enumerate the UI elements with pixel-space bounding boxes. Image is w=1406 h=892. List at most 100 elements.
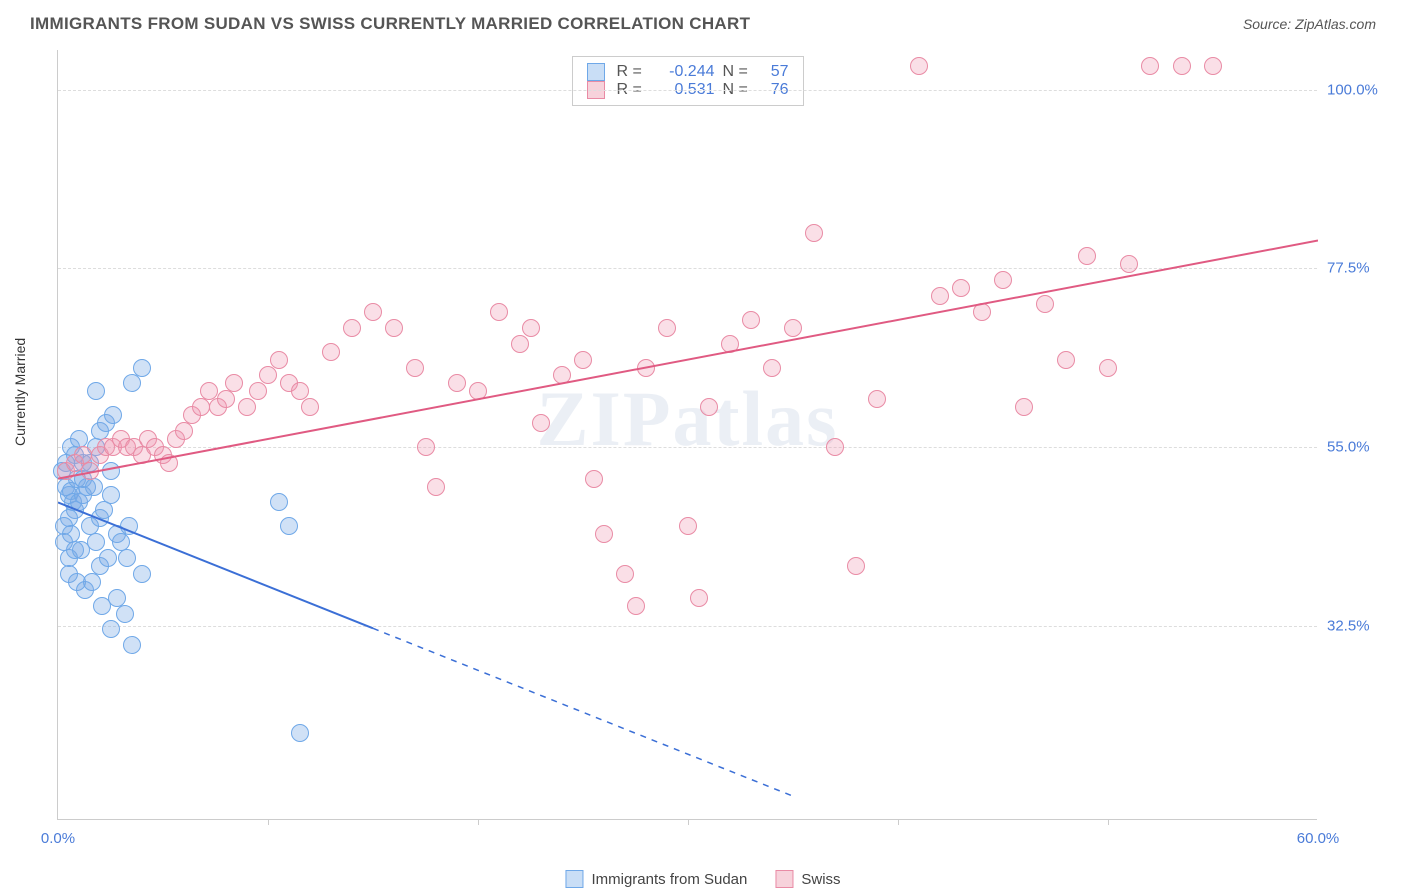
legend-N-label: N = — [723, 63, 751, 81]
data-point-swiss — [763, 359, 781, 377]
y-tick-label: 55.0% — [1327, 438, 1397, 455]
data-point-swiss — [343, 319, 361, 337]
data-point-swiss — [417, 438, 435, 456]
data-point-swiss — [1078, 247, 1096, 265]
legend-item-sudan: Immigrants from Sudan — [565, 870, 747, 888]
data-point-swiss — [448, 374, 466, 392]
data-point-swiss — [259, 366, 277, 384]
data-point-swiss — [742, 311, 760, 329]
legend-R-value-sudan: -0.244 — [655, 63, 715, 81]
legend-item-swiss: Swiss — [775, 870, 840, 888]
data-point-swiss — [910, 57, 928, 75]
data-point-sudan — [83, 573, 101, 591]
data-point-swiss — [406, 359, 424, 377]
data-point-swiss — [658, 319, 676, 337]
data-point-swiss — [595, 525, 613, 543]
data-point-swiss — [522, 319, 540, 337]
data-point-swiss — [217, 390, 235, 408]
data-point-swiss — [1120, 255, 1138, 273]
data-point-swiss — [427, 478, 445, 496]
data-point-sudan — [102, 620, 120, 638]
correlation-legend: R = -0.244 N = 57 R = 0.531 N = 76 — [572, 56, 804, 106]
data-point-swiss — [385, 319, 403, 337]
data-point-swiss — [868, 390, 886, 408]
legend-R-label: R = — [617, 63, 647, 81]
data-point-swiss — [291, 382, 309, 400]
data-point-sudan — [85, 478, 103, 496]
x-tick-mark — [688, 819, 689, 825]
data-point-swiss — [931, 287, 949, 305]
data-point-sudan — [102, 462, 120, 480]
data-point-swiss — [637, 359, 655, 377]
legend-swatch-swiss — [775, 870, 793, 888]
watermark-text: ZIPatlas — [536, 374, 838, 464]
data-point-swiss — [301, 398, 319, 416]
series-legend: Immigrants from Sudan Swiss — [565, 870, 840, 888]
y-tick-label: 77.5% — [1327, 260, 1397, 277]
data-point-sudan — [87, 382, 105, 400]
data-point-swiss — [249, 382, 267, 400]
data-point-swiss — [81, 462, 99, 480]
data-point-swiss — [1173, 57, 1191, 75]
trendlines — [58, 50, 1318, 820]
x-tick-label: 0.0% — [41, 830, 75, 847]
data-point-swiss — [585, 470, 603, 488]
data-point-swiss — [1036, 295, 1054, 313]
data-point-sudan — [87, 533, 105, 551]
y-axis-label: Currently Married — [12, 338, 28, 446]
trendline-swiss — [58, 241, 1318, 479]
data-point-sudan — [123, 636, 141, 654]
data-point-sudan — [133, 359, 151, 377]
data-point-swiss — [1204, 57, 1222, 75]
scatter-chart: ZIPatlas R = -0.244 N = 57 R = 0.531 N =… — [57, 50, 1317, 820]
data-point-swiss — [270, 351, 288, 369]
data-point-swiss — [784, 319, 802, 337]
data-point-swiss — [826, 438, 844, 456]
data-point-swiss — [532, 414, 550, 432]
data-point-swiss — [1015, 398, 1033, 416]
data-point-swiss — [511, 335, 529, 353]
trendline-sudan-extrapolated — [373, 628, 793, 796]
data-point-swiss — [553, 366, 571, 384]
x-tick-mark — [898, 819, 899, 825]
data-point-sudan — [270, 493, 288, 511]
data-point-sudan — [95, 501, 113, 519]
data-point-sudan — [118, 549, 136, 567]
source-attribution: Source: ZipAtlas.com — [1243, 16, 1376, 32]
data-point-swiss — [627, 597, 645, 615]
data-point-sudan — [116, 605, 134, 623]
gridline — [58, 447, 1317, 448]
data-point-sudan — [133, 565, 151, 583]
data-point-swiss — [490, 303, 508, 321]
legend-label-sudan: Immigrants from Sudan — [591, 871, 747, 888]
legend-row-sudan: R = -0.244 N = 57 — [587, 63, 789, 81]
data-point-sudan — [104, 406, 122, 424]
data-point-sudan — [102, 486, 120, 504]
data-point-sudan — [280, 517, 298, 535]
data-point-swiss — [721, 335, 739, 353]
data-point-sudan — [291, 724, 309, 742]
data-point-swiss — [690, 589, 708, 607]
data-point-swiss — [364, 303, 382, 321]
data-point-swiss — [574, 351, 592, 369]
data-point-sudan — [120, 517, 138, 535]
data-point-swiss — [994, 271, 1012, 289]
data-point-swiss — [700, 398, 718, 416]
data-point-swiss — [1141, 57, 1159, 75]
gridline — [58, 626, 1317, 627]
data-point-sudan — [93, 597, 111, 615]
data-point-swiss — [469, 382, 487, 400]
x-tick-mark — [268, 819, 269, 825]
data-point-swiss — [192, 398, 210, 416]
data-point-swiss — [238, 398, 256, 416]
gridline — [58, 90, 1317, 91]
data-point-swiss — [805, 224, 823, 242]
x-tick-mark — [478, 819, 479, 825]
data-point-swiss — [973, 303, 991, 321]
data-point-swiss — [175, 422, 193, 440]
data-point-swiss — [616, 565, 634, 583]
data-point-swiss — [952, 279, 970, 297]
data-point-swiss — [1057, 351, 1075, 369]
data-point-swiss — [225, 374, 243, 392]
data-point-swiss — [160, 454, 178, 472]
